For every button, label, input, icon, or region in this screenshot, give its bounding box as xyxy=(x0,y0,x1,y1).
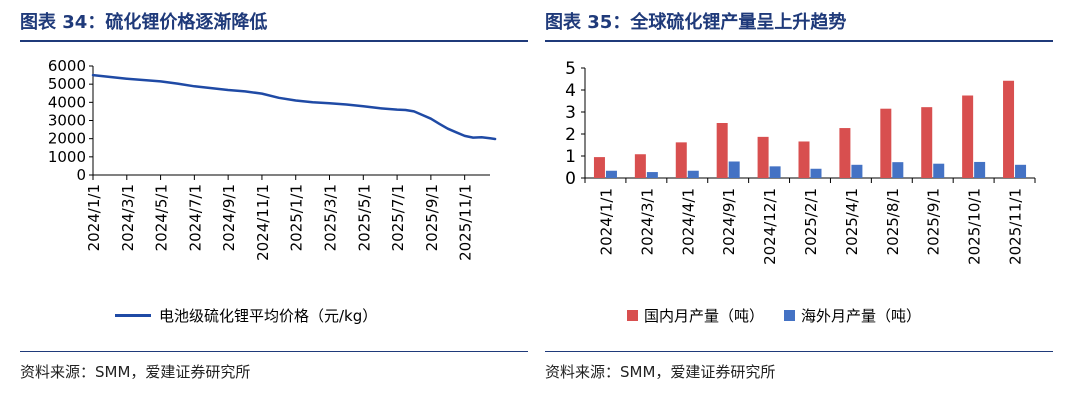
y-tick-label: 3000 xyxy=(48,112,86,130)
bar-overseas xyxy=(769,166,781,178)
legend-label-overseas: 海外月产量（吨） xyxy=(801,307,922,325)
y-tick-label: 0 xyxy=(76,166,86,184)
y-tick-label: 3 xyxy=(565,103,576,123)
y-tick-label: 5000 xyxy=(48,75,86,93)
y-tick-label: 2 xyxy=(565,125,576,145)
title-divider xyxy=(20,40,528,42)
x-tick-label: 2024/9/1 xyxy=(720,188,738,255)
bar-domestic xyxy=(716,123,728,178)
y-tick-label: 2000 xyxy=(48,130,86,148)
x-tick-label: 2024/1/1 xyxy=(597,188,615,255)
x-tick-label: 2024/4/1 xyxy=(679,188,697,255)
source-divider xyxy=(545,351,1053,352)
bar-overseas xyxy=(851,164,863,178)
x-tick-label: 2024/3/1 xyxy=(638,188,656,255)
x-tick-label: 2024/3/1 xyxy=(119,184,137,251)
x-tick-label: 2025/9/1 xyxy=(423,184,441,251)
x-tick-label: 2024/5/1 xyxy=(153,184,171,251)
y-tick-label: 1 xyxy=(565,147,576,167)
y-tick-label: 1000 xyxy=(48,148,86,166)
bar-domestic xyxy=(757,136,769,178)
bar-domestic xyxy=(675,142,687,178)
x-tick-label: 2025/11/1 xyxy=(457,184,475,261)
y-tick-label: 6000 xyxy=(48,57,86,75)
bar-overseas xyxy=(892,162,904,178)
bar-overseas xyxy=(687,170,699,178)
x-tick-label: 2025/4/1 xyxy=(843,188,861,255)
bar-domestic xyxy=(921,107,933,178)
x-tick-label: 2024/12/1 xyxy=(761,188,779,265)
bar-overseas xyxy=(974,161,986,178)
price-series-line xyxy=(91,73,497,141)
x-tick-label: 2025/5/1 xyxy=(355,184,373,251)
source-note: 资料来源：SMM，爱建证券研究所 xyxy=(545,363,776,381)
bar-domestic xyxy=(798,141,810,178)
x-tick-label: 2025/7/1 xyxy=(389,184,407,251)
x-tick-label: 2025/10/1 xyxy=(966,188,984,265)
legend-swatch-overseas xyxy=(784,310,796,321)
bar-domestic xyxy=(1003,80,1015,178)
source-note: 资料来源：SMM，爱建证券研究所 xyxy=(20,363,251,381)
bar-overseas xyxy=(646,172,658,178)
chart-legend: 电池级硫化锂平均价格（元/kg） xyxy=(115,305,377,326)
legend-label-domestic: 国内月产量（吨） xyxy=(644,307,765,325)
x-tick-label: 2024/1/1 xyxy=(85,184,103,251)
x-tick-label: 2025/3/1 xyxy=(322,184,340,251)
legend-item-overseas: 海外月产量（吨） xyxy=(784,305,921,326)
x-tick-label: 2024/9/1 xyxy=(220,184,238,251)
source-divider xyxy=(20,351,528,352)
bar-domestic xyxy=(839,128,851,178)
chart-title: 图表 34：硫化锂价格逐渐降低 xyxy=(20,12,268,33)
x-tick-label: 2025/8/1 xyxy=(884,188,902,255)
x-tick-label: 2024/11/1 xyxy=(254,184,272,261)
legend-item-domestic: 国内月产量（吨） xyxy=(627,305,764,326)
legend-line-swatch xyxy=(115,314,151,317)
bar-domestic xyxy=(880,108,892,178)
y-tick-label: 4 xyxy=(565,81,576,101)
bar-overseas xyxy=(1015,164,1027,178)
x-tick-label: 2025/9/1 xyxy=(925,188,943,255)
y-tick-label: 0 xyxy=(565,169,576,189)
y-tick-label: 5 xyxy=(565,59,576,79)
bar-domestic xyxy=(634,154,646,178)
bar-domestic xyxy=(593,157,605,178)
legend-label: 电池级硫化锂平均价格（元/kg） xyxy=(159,307,378,325)
bar-overseas xyxy=(728,161,740,178)
bar-overseas xyxy=(810,168,822,178)
x-tick-label: 2025/11/1 xyxy=(1007,188,1025,265)
bar-overseas xyxy=(605,170,617,178)
chart-title: 图表 35：全球硫化锂产量呈上升趋势 xyxy=(545,12,847,33)
chart-legend: 国内月产量（吨） 海外月产量（吨） xyxy=(627,305,941,326)
legend-swatch-domestic xyxy=(627,310,638,321)
bar-overseas xyxy=(933,163,945,178)
bar-domestic xyxy=(962,95,974,178)
x-tick-label: 2025/2/1 xyxy=(802,188,820,255)
y-tick-label: 4000 xyxy=(48,93,86,111)
x-tick-label: 2025/1/1 xyxy=(288,184,306,251)
title-divider xyxy=(545,40,1053,42)
x-tick-label: 2024/7/1 xyxy=(186,184,204,251)
